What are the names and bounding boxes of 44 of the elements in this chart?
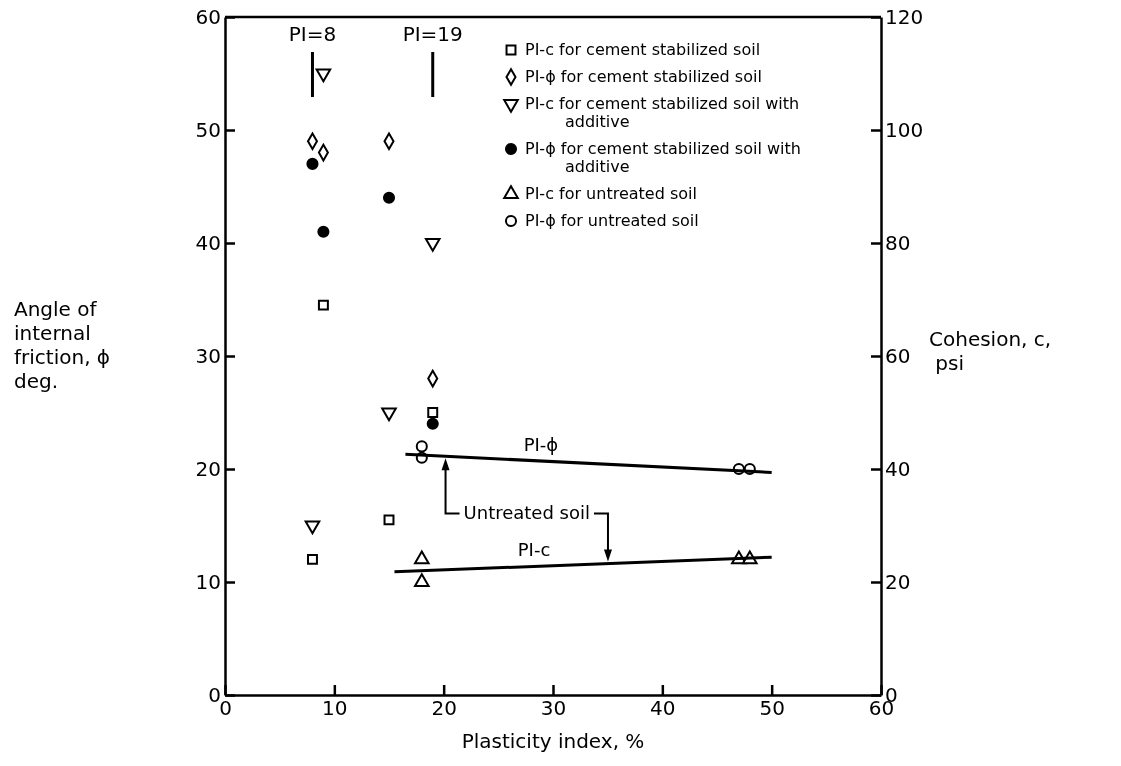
ref-line-label: PI=8 — [288, 22, 337, 46]
y2-tick-label: 80 — [885, 230, 911, 255]
legend-label: PI-c for cement stabilized soil — [525, 40, 761, 59]
annotation: Untreated soil — [463, 502, 590, 524]
point — [306, 553, 318, 565]
y2-tick-label: 120 — [885, 4, 924, 29]
x-tick-label: 30 — [540, 696, 567, 721]
legend-label: PI-ϕ for untreated soil — [525, 211, 699, 230]
x-axis-title: Plasticity index, % — [461, 729, 645, 753]
point — [382, 191, 396, 204]
y-tick-label: 30 — [195, 343, 221, 368]
point — [317, 225, 330, 238]
series-label: PI-ϕ — [523, 434, 559, 455]
point — [415, 440, 428, 453]
point — [383, 514, 395, 526]
legend-label: PI-c for untreated soil — [525, 184, 697, 203]
x-tick-label: 50 — [759, 696, 785, 721]
x-tick-label: 40 — [650, 696, 676, 721]
y2-tick-label: 100 — [885, 117, 924, 142]
point — [424, 238, 441, 252]
point — [414, 550, 430, 565]
y-axis-title: Angle of internal friction, ϕ deg. — [14, 297, 111, 393]
y-tick-label: 60 — [195, 4, 221, 29]
legend-label: PI-ϕ for cement stabilized soil with additive — [525, 139, 801, 176]
point — [317, 299, 329, 311]
ref-line-label: PI=19 — [402, 22, 463, 46]
x-tick-label: 20 — [431, 696, 457, 721]
y2-axis-title: Cohesion, c, psi — [929, 327, 1052, 375]
y-tick-label: 50 — [195, 117, 221, 142]
y2-tick-label: 60 — [885, 343, 911, 368]
point — [427, 407, 439, 418]
y2-tick-label: 40 — [885, 456, 911, 481]
series-label: PI-c — [517, 539, 551, 561]
point — [426, 417, 439, 430]
y2-tick-label: 20 — [885, 569, 911, 594]
legend-label: PI-c for cement stabilized soil with additive — [525, 94, 800, 131]
y-tick-label: 40 — [195, 230, 221, 255]
point — [414, 573, 430, 587]
legend-label: PI-ϕ for cement stabilized soil — [525, 67, 762, 86]
point — [315, 68, 332, 83]
y-tick-label: 10 — [195, 569, 221, 594]
x-tick-label: 10 — [322, 696, 348, 721]
point — [306, 157, 319, 170]
y-tick-label: 20 — [195, 456, 221, 481]
